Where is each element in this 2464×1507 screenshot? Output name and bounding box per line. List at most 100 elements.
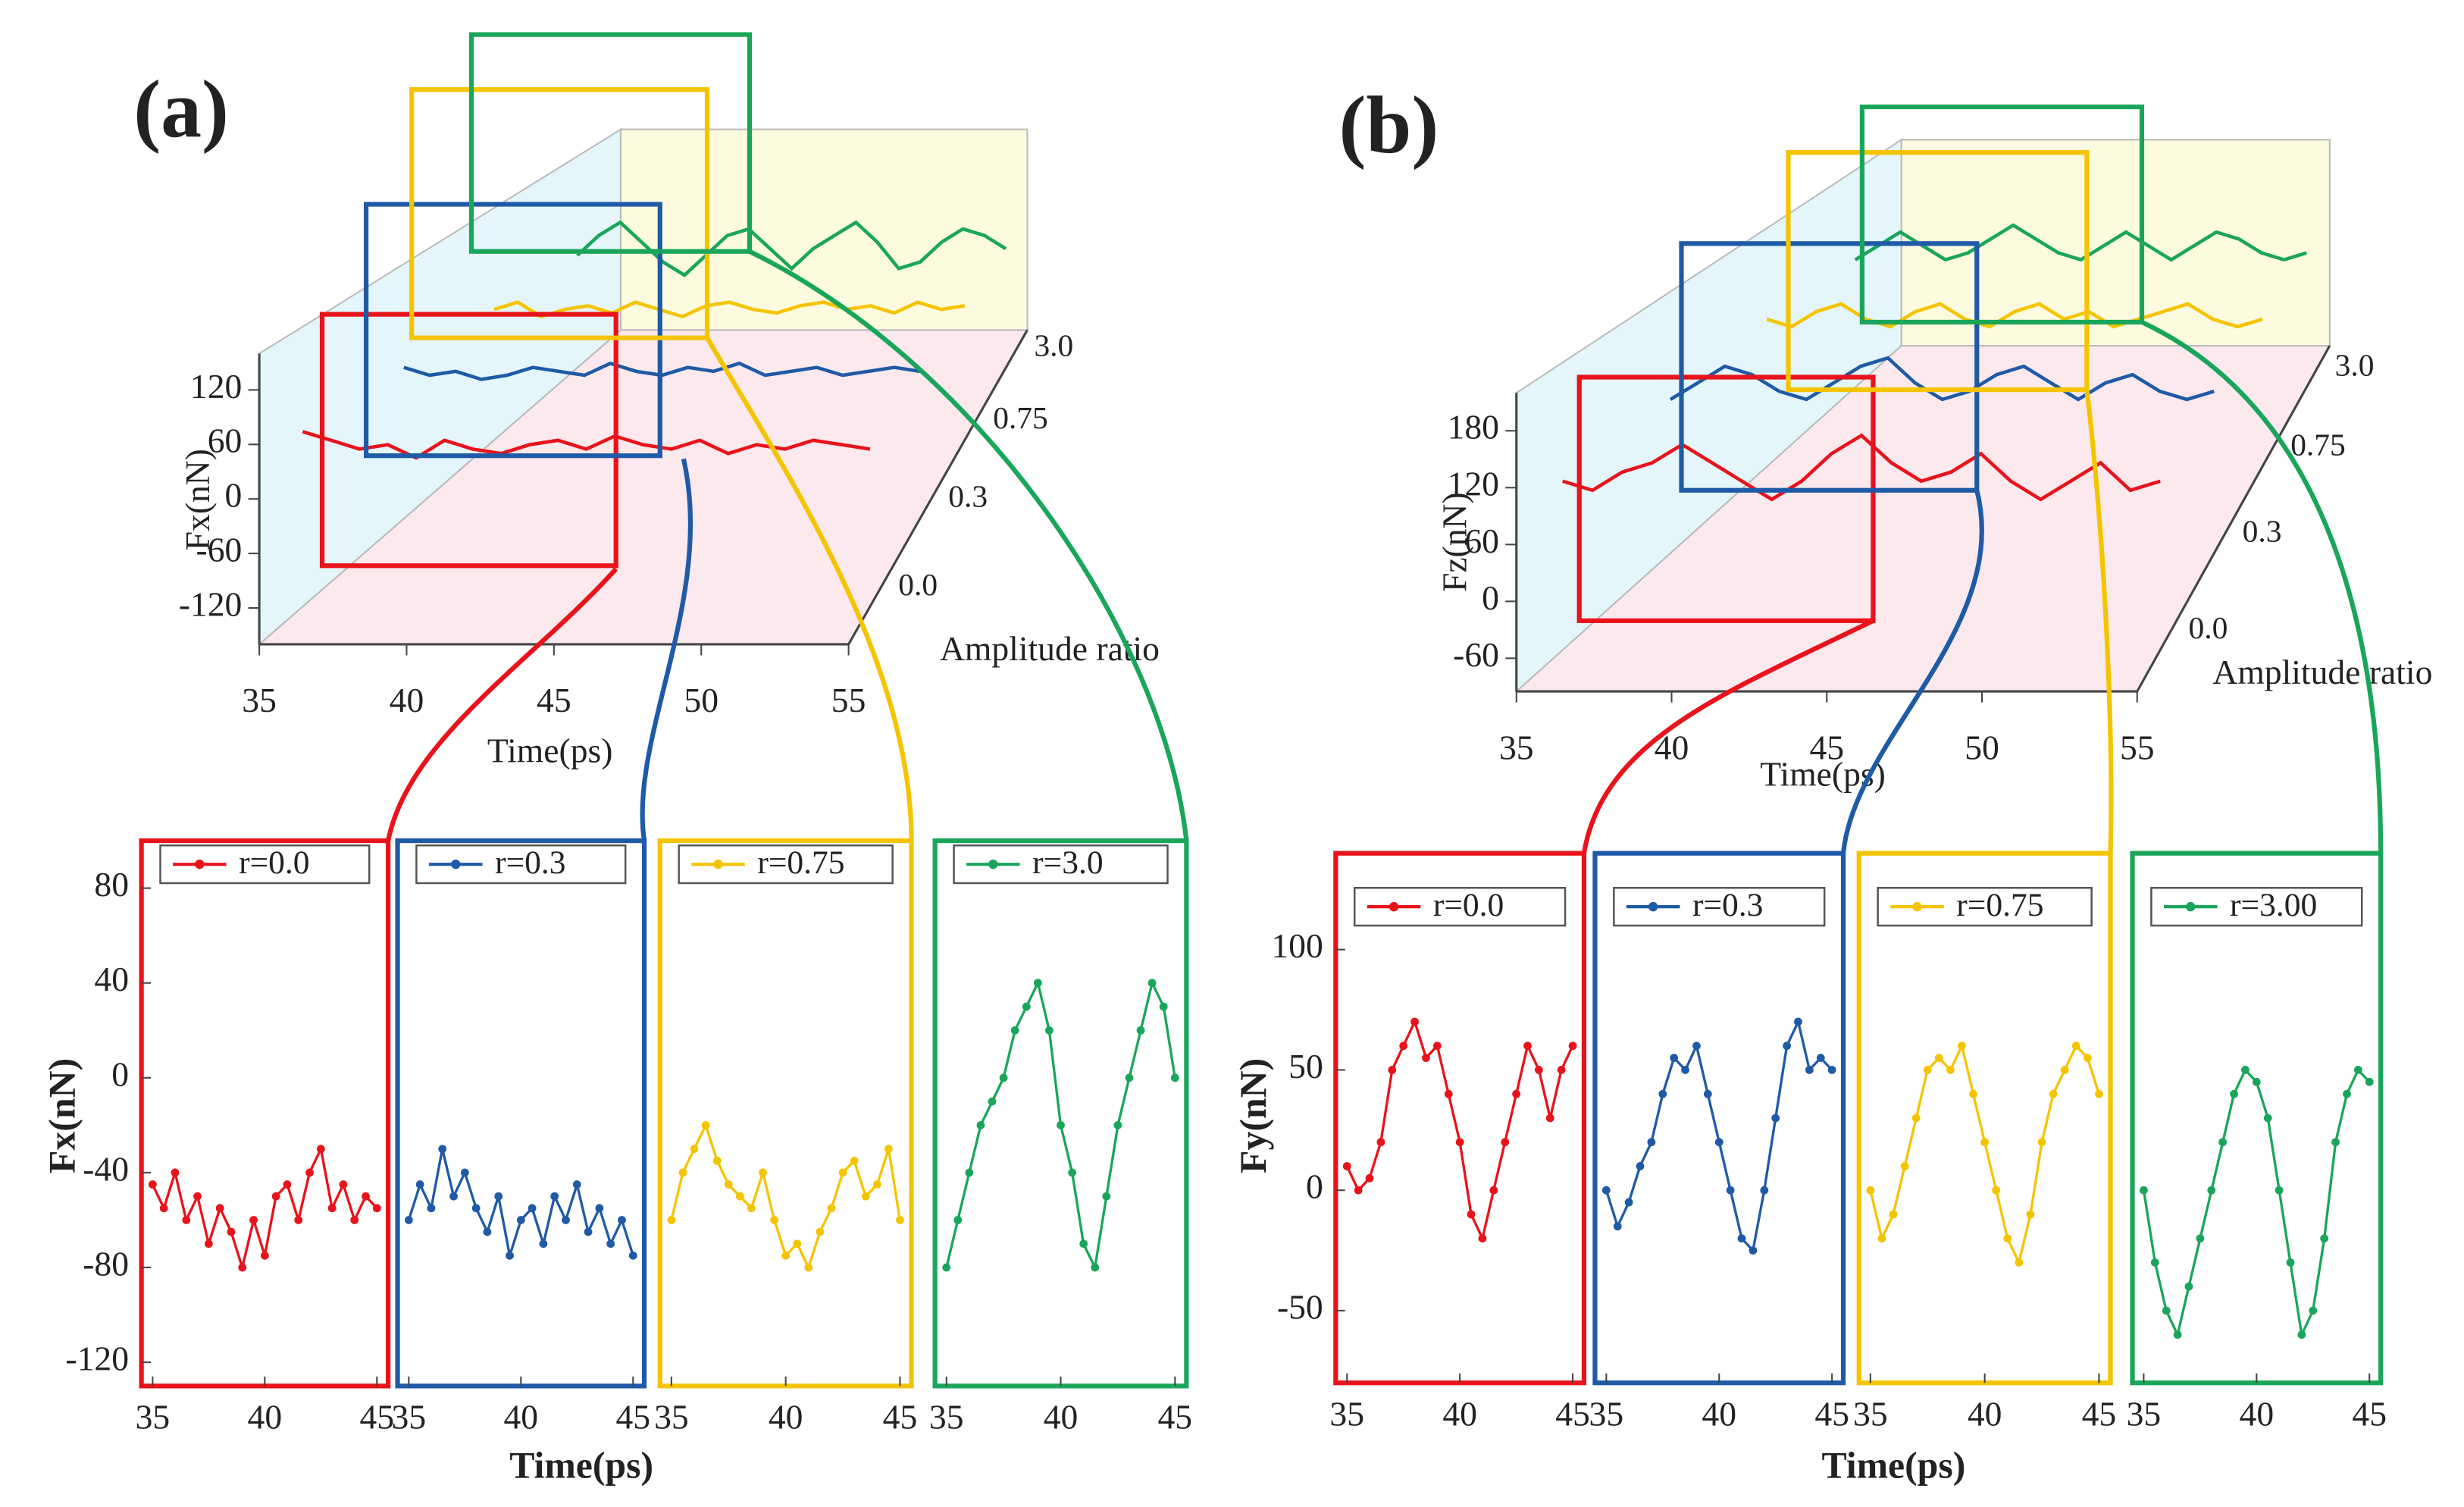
legend-label: r=0.3	[1692, 887, 1763, 923]
data-point	[171, 1168, 180, 1177]
data-point	[1534, 1066, 1543, 1074]
data-point	[2241, 1066, 2250, 1074]
x-tick-label: 35	[242, 681, 277, 719]
series-line	[1669, 356, 2215, 402]
data-point	[1045, 1026, 1054, 1035]
data-point	[1934, 1054, 1943, 1062]
data-point	[701, 1120, 710, 1129]
y-tick-label: 0	[224, 476, 242, 515]
data-point	[483, 1227, 492, 1236]
x-tick-label: 45	[1555, 1394, 1590, 1433]
data-point	[850, 1156, 859, 1165]
z-tick-label: 0.0	[898, 567, 938, 602]
data-point	[1489, 1186, 1498, 1195]
data-point	[584, 1227, 593, 1236]
data-point	[2286, 1258, 2295, 1267]
data-point	[1670, 1054, 1679, 1062]
data-point	[438, 1145, 447, 1154]
data-point	[838, 1168, 847, 1177]
data-point	[1444, 1089, 1453, 1098]
z-axis-label: Amplitude ratio	[2212, 653, 2432, 691]
data-point	[1467, 1210, 1476, 1219]
z-tick-label: 3.0	[2335, 347, 2375, 382]
x-tick-label: 45	[883, 1397, 918, 1436]
z-tick-label: 0.3	[2243, 513, 2282, 548]
data-point	[712, 1156, 722, 1165]
y-tick-label: -50	[1277, 1287, 1323, 1326]
data-point	[965, 1168, 974, 1177]
zoom-box	[409, 87, 710, 340]
data-point	[816, 1227, 825, 1236]
data-point	[550, 1192, 559, 1201]
legend-marker	[1912, 901, 1922, 912]
data-point	[1714, 1138, 1724, 1147]
data-point	[1033, 979, 1042, 988]
data-point	[1102, 1192, 1111, 1201]
x-tick-label: 40	[1968, 1394, 2002, 1433]
data-point	[204, 1239, 213, 1249]
data-point	[1992, 1186, 2001, 1195]
data-point	[606, 1239, 615, 1249]
y-tick-label: 100	[1271, 926, 1323, 965]
legend-label: r=3.00	[2230, 887, 2317, 923]
z-tick-label: 0.0	[2189, 610, 2228, 645]
data-point	[1783, 1042, 1791, 1051]
data-point	[249, 1216, 258, 1224]
planes	[257, 127, 2331, 694]
data-point	[1613, 1222, 1622, 1231]
data-point	[1545, 1114, 1554, 1123]
legend-box	[415, 844, 627, 885]
data-point	[2095, 1089, 2103, 1098]
series-line	[1869, 1042, 2100, 1267]
data-point	[238, 1263, 247, 1272]
z-tick-label: 0.75	[993, 400, 1048, 435]
x-tick-label: 45	[1814, 1394, 1849, 1433]
data-point	[2083, 1054, 2092, 1062]
zoom-connector	[1840, 490, 1984, 854]
data-point	[1388, 1066, 1397, 1074]
data-point	[1376, 1138, 1385, 1147]
x-tick-label: 35	[1499, 728, 1534, 766]
data-point	[2003, 1234, 2012, 1243]
x-tick-label: 35	[392, 1397, 427, 1436]
data-point	[1136, 1026, 1145, 1035]
series-line	[1854, 223, 2307, 262]
zoom-box	[1859, 104, 2145, 325]
x-tick-label: 35	[1329, 1394, 1364, 1433]
data-point	[1681, 1066, 1689, 1074]
x-tick-label: 40	[2240, 1394, 2275, 1433]
series-line	[1766, 302, 2263, 329]
data-point	[690, 1145, 699, 1154]
x-tick-label: 45	[537, 681, 571, 719]
data-point	[1159, 1002, 1168, 1011]
series-line	[151, 1145, 378, 1273]
x-tick-label: 35	[654, 1397, 689, 1436]
data-point	[1900, 1162, 1909, 1170]
data-point	[1827, 1066, 1836, 1074]
data-point	[724, 1180, 733, 1189]
y-tick-label: 0	[1482, 578, 1499, 617]
x-tick-label: 35	[929, 1397, 964, 1436]
data-point	[1410, 1017, 1419, 1026]
y-tick-label: -120	[179, 584, 243, 623]
series-line	[1345, 1018, 1574, 1242]
plots: -120 -60 0 60 120 35 40 45 50 55 0.0 0.3 0.75 3.0 (a) F…	[41, 64, 2432, 1486]
data-point	[1692, 1042, 1701, 1051]
legend-marker	[451, 859, 461, 869]
data-point	[1911, 1114, 1921, 1123]
zoom-guides	[319, 32, 2384, 854]
x-tick-label: 35	[1853, 1394, 1888, 1433]
x-tick-label: 45	[1157, 1397, 1192, 1436]
data-point	[2297, 1330, 2306, 1339]
panel-frame	[139, 838, 391, 1389]
data-point	[628, 1251, 637, 1260]
series-line	[576, 220, 1007, 277]
data-point	[667, 1216, 676, 1224]
data-point	[618, 1216, 626, 1224]
data-point	[182, 1216, 191, 1224]
data-point	[1512, 1089, 1520, 1098]
data-point	[339, 1180, 348, 1189]
y-tick-label: 50	[1288, 1047, 1323, 1086]
y-tick-label: 40	[94, 960, 129, 998]
data-point	[770, 1216, 778, 1224]
